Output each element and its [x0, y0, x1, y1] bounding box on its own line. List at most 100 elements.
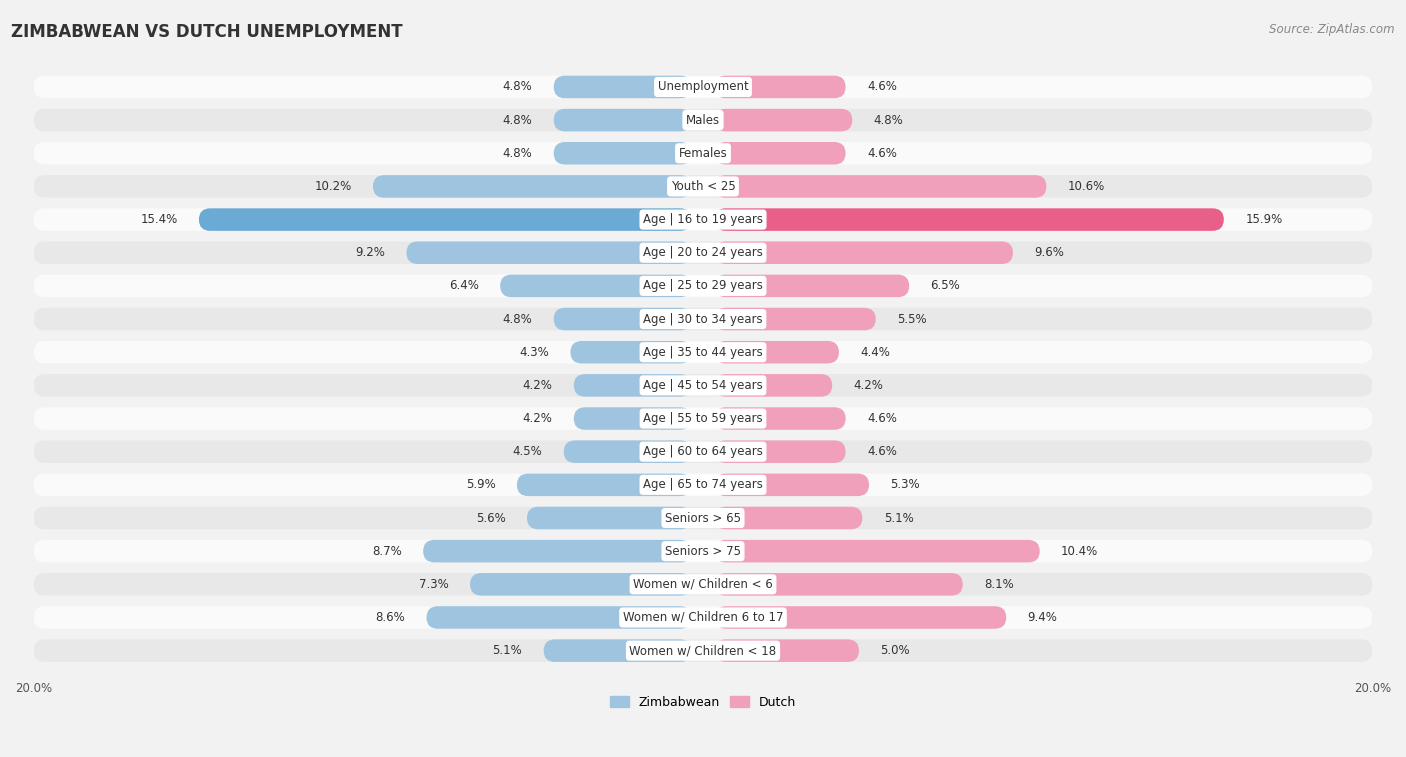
Text: Males: Males	[686, 114, 720, 126]
FancyBboxPatch shape	[34, 540, 1372, 562]
Text: 4.8%: 4.8%	[502, 80, 533, 93]
FancyBboxPatch shape	[714, 76, 845, 98]
FancyBboxPatch shape	[34, 308, 1372, 330]
Text: Age | 45 to 54 years: Age | 45 to 54 years	[643, 378, 763, 392]
FancyBboxPatch shape	[527, 506, 692, 529]
Text: 4.6%: 4.6%	[868, 412, 897, 425]
FancyBboxPatch shape	[574, 374, 692, 397]
Text: 7.3%: 7.3%	[419, 578, 449, 590]
FancyBboxPatch shape	[34, 374, 1372, 397]
Text: Youth < 25: Youth < 25	[671, 180, 735, 193]
Text: Age | 65 to 74 years: Age | 65 to 74 years	[643, 478, 763, 491]
Text: Age | 35 to 44 years: Age | 35 to 44 years	[643, 346, 763, 359]
FancyBboxPatch shape	[554, 142, 692, 164]
Text: Source: ZipAtlas.com: Source: ZipAtlas.com	[1270, 23, 1395, 36]
Text: Women w/ Children < 18: Women w/ Children < 18	[630, 644, 776, 657]
FancyBboxPatch shape	[34, 76, 1372, 98]
Text: 5.1%: 5.1%	[884, 512, 914, 525]
FancyBboxPatch shape	[714, 374, 832, 397]
Text: 10.4%: 10.4%	[1062, 545, 1098, 558]
Text: Age | 16 to 19 years: Age | 16 to 19 years	[643, 213, 763, 226]
FancyBboxPatch shape	[714, 407, 845, 430]
FancyBboxPatch shape	[34, 241, 1372, 264]
Text: 4.6%: 4.6%	[868, 80, 897, 93]
Text: 4.8%: 4.8%	[502, 147, 533, 160]
FancyBboxPatch shape	[470, 573, 692, 596]
Text: 4.3%: 4.3%	[519, 346, 548, 359]
FancyBboxPatch shape	[714, 275, 910, 298]
FancyBboxPatch shape	[714, 142, 845, 164]
FancyBboxPatch shape	[714, 208, 1223, 231]
Text: ZIMBABWEAN VS DUTCH UNEMPLOYMENT: ZIMBABWEAN VS DUTCH UNEMPLOYMENT	[11, 23, 404, 41]
Text: 15.4%: 15.4%	[141, 213, 177, 226]
Text: Women w/ Children < 6: Women w/ Children < 6	[633, 578, 773, 590]
Text: 6.4%: 6.4%	[449, 279, 478, 292]
FancyBboxPatch shape	[714, 573, 963, 596]
Text: 5.0%: 5.0%	[880, 644, 910, 657]
Text: 4.6%: 4.6%	[868, 445, 897, 458]
Text: 4.2%: 4.2%	[523, 412, 553, 425]
FancyBboxPatch shape	[34, 474, 1372, 496]
Legend: Zimbabwean, Dutch: Zimbabwean, Dutch	[605, 691, 801, 714]
Text: Age | 60 to 64 years: Age | 60 to 64 years	[643, 445, 763, 458]
FancyBboxPatch shape	[714, 606, 1007, 629]
FancyBboxPatch shape	[34, 606, 1372, 629]
FancyBboxPatch shape	[714, 640, 859, 662]
FancyBboxPatch shape	[34, 275, 1372, 298]
FancyBboxPatch shape	[574, 407, 692, 430]
FancyBboxPatch shape	[554, 308, 692, 330]
Text: Seniors > 65: Seniors > 65	[665, 512, 741, 525]
FancyBboxPatch shape	[34, 441, 1372, 463]
FancyBboxPatch shape	[564, 441, 692, 463]
Text: 8.1%: 8.1%	[984, 578, 1014, 590]
Text: 4.2%: 4.2%	[853, 378, 883, 392]
Text: 4.4%: 4.4%	[860, 346, 890, 359]
FancyBboxPatch shape	[34, 407, 1372, 430]
FancyBboxPatch shape	[34, 640, 1372, 662]
Text: 5.6%: 5.6%	[475, 512, 506, 525]
Text: 6.5%: 6.5%	[931, 279, 960, 292]
FancyBboxPatch shape	[34, 208, 1372, 231]
Text: 8.6%: 8.6%	[375, 611, 405, 624]
Text: 4.5%: 4.5%	[513, 445, 543, 458]
FancyBboxPatch shape	[714, 308, 876, 330]
FancyBboxPatch shape	[544, 640, 692, 662]
FancyBboxPatch shape	[34, 175, 1372, 198]
FancyBboxPatch shape	[426, 606, 692, 629]
FancyBboxPatch shape	[501, 275, 692, 298]
Text: 10.6%: 10.6%	[1067, 180, 1105, 193]
Text: 9.4%: 9.4%	[1028, 611, 1057, 624]
Text: 5.3%: 5.3%	[890, 478, 920, 491]
FancyBboxPatch shape	[714, 506, 862, 529]
FancyBboxPatch shape	[34, 506, 1372, 529]
Text: 4.6%: 4.6%	[868, 147, 897, 160]
FancyBboxPatch shape	[714, 341, 839, 363]
Text: Age | 55 to 59 years: Age | 55 to 59 years	[643, 412, 763, 425]
FancyBboxPatch shape	[34, 341, 1372, 363]
FancyBboxPatch shape	[571, 341, 692, 363]
FancyBboxPatch shape	[714, 474, 869, 496]
FancyBboxPatch shape	[423, 540, 692, 562]
Text: Females: Females	[679, 147, 727, 160]
Text: Seniors > 75: Seniors > 75	[665, 545, 741, 558]
FancyBboxPatch shape	[198, 208, 692, 231]
FancyBboxPatch shape	[34, 142, 1372, 164]
FancyBboxPatch shape	[373, 175, 692, 198]
FancyBboxPatch shape	[714, 441, 845, 463]
Text: 4.8%: 4.8%	[873, 114, 904, 126]
Text: 8.7%: 8.7%	[373, 545, 402, 558]
Text: 5.5%: 5.5%	[897, 313, 927, 326]
FancyBboxPatch shape	[517, 474, 692, 496]
Text: Unemployment: Unemployment	[658, 80, 748, 93]
Text: 4.2%: 4.2%	[523, 378, 553, 392]
FancyBboxPatch shape	[714, 109, 852, 132]
Text: 5.1%: 5.1%	[492, 644, 522, 657]
FancyBboxPatch shape	[554, 76, 692, 98]
FancyBboxPatch shape	[406, 241, 692, 264]
FancyBboxPatch shape	[554, 109, 692, 132]
Text: Age | 20 to 24 years: Age | 20 to 24 years	[643, 246, 763, 259]
Text: 4.8%: 4.8%	[502, 313, 533, 326]
FancyBboxPatch shape	[34, 573, 1372, 596]
Text: Age | 25 to 29 years: Age | 25 to 29 years	[643, 279, 763, 292]
Text: 9.6%: 9.6%	[1035, 246, 1064, 259]
